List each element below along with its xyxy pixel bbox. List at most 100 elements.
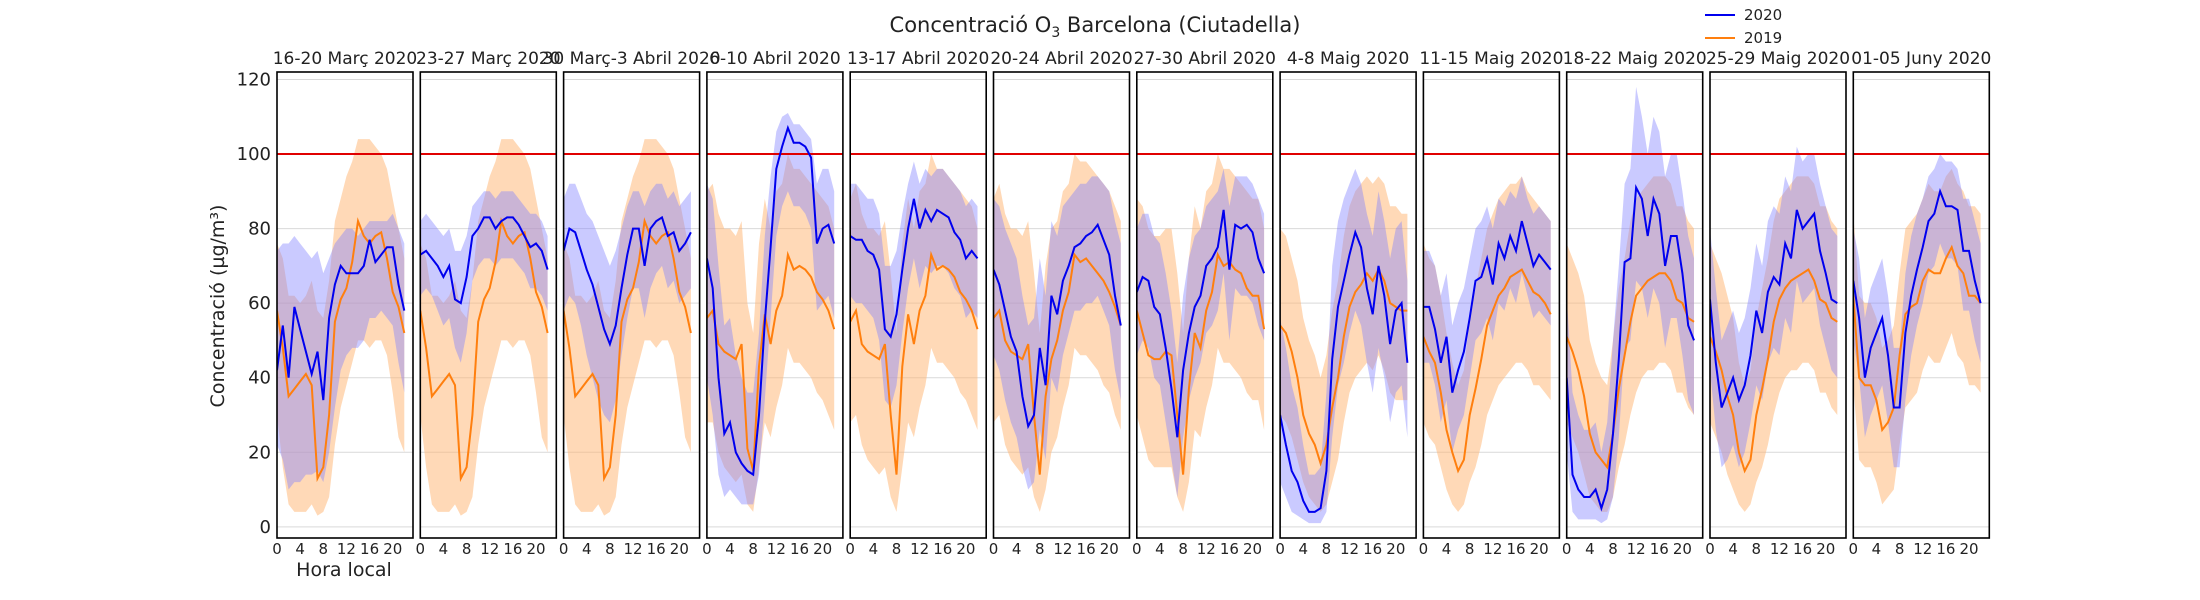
x-tick-label: 20: [383, 540, 402, 558]
x-tick-label: 4: [1585, 540, 1595, 558]
x-tick-label: 8: [892, 540, 902, 558]
x-tick-label: 12: [1053, 540, 1072, 558]
panel-title: 23-27 Març 2020: [416, 49, 561, 69]
panel-frame: [419, 71, 558, 539]
band-2019: [563, 139, 691, 516]
series-2019-line: [563, 217, 692, 483]
x-tick-label: 20: [1816, 540, 1835, 558]
x-tick-label: 4: [439, 540, 449, 558]
x-tick-label: 20: [526, 540, 545, 558]
x-tick-label: 16: [647, 540, 666, 558]
series-2020-line: [1136, 209, 1266, 438]
panel-title: 6-10 Abril 2020: [709, 49, 841, 69]
x-tick-label: 16: [1506, 540, 1525, 558]
x-tick-label: 20: [1100, 540, 1119, 558]
band-2019: [1566, 176, 1694, 512]
x-tick-label: 16: [1077, 540, 1096, 558]
panel-frame: [706, 71, 844, 539]
panel-frame: [1709, 71, 1847, 539]
panel-title: 16-20 Març 2020: [273, 49, 418, 69]
x-tick-label: 4: [869, 540, 879, 558]
series-2019-line: [993, 252, 1122, 475]
x-tick-label: 0: [416, 540, 426, 558]
panel-frame: [1852, 71, 1991, 539]
series-2020-line: [563, 215, 692, 348]
x-tick-label: 16: [1363, 540, 1382, 558]
series-2019-line: [1423, 268, 1552, 474]
x-axis-label: Hora local: [296, 559, 392, 581]
band-2020: [1853, 154, 1981, 468]
y-tick-label: 60: [248, 293, 271, 314]
series-2019-line: [706, 250, 836, 472]
x-tick-label: 8: [1895, 540, 1905, 558]
series-2020-line: [1423, 220, 1552, 393]
x-tick-label: 4: [582, 540, 592, 558]
series-2020-line: [993, 222, 1122, 430]
x-tick-label: 20: [670, 540, 689, 558]
x-tick-label: 0: [1562, 540, 1572, 558]
x-tick-label: 4: [725, 540, 735, 558]
series-2019-line: [277, 217, 406, 483]
series-2019-line: [1280, 267, 1408, 467]
panel-title: 4-8 Maig 2020: [1287, 49, 1409, 69]
x-tick-label: 12: [1483, 540, 1502, 558]
x-tick-label: 0: [272, 540, 282, 558]
x-tick-label: 16: [1220, 540, 1239, 558]
series-2019-line: [1566, 272, 1695, 470]
panel-5: 20-24 Abril 2020 0 4 8 12 16 20: [989, 49, 1133, 558]
panel-frame: [562, 71, 701, 539]
y-tick-label: 40: [248, 368, 271, 389]
series-2019-line: [1853, 244, 1982, 433]
y-tick-label: 0: [260, 517, 271, 538]
band-2019: [1710, 176, 1838, 512]
x-tick-label: 16: [1650, 540, 1669, 558]
band-2019: [850, 154, 978, 512]
x-tick-label: 8: [748, 540, 758, 558]
band-2019: [993, 154, 1121, 512]
x-tick-label: 16: [1936, 540, 1955, 558]
x-tick-label: 0: [1132, 540, 1142, 558]
x-tick-label: 20: [1530, 540, 1549, 558]
band-2019: [1423, 176, 1551, 512]
x-tick-label: 12: [1770, 540, 1789, 558]
x-tick-label: 12: [480, 540, 499, 558]
x-tick-label: 8: [462, 540, 472, 558]
series-2020-line: [1280, 229, 1409, 513]
panel-frame: [992, 71, 1131, 539]
x-tick-label: 8: [1752, 540, 1762, 558]
series-2019-line: [1136, 251, 1266, 475]
panel-frame: [1279, 71, 1417, 539]
x-tick-label: 12: [337, 540, 356, 558]
panel-title: 20-24 Abril 2020: [990, 49, 1132, 69]
x-tick-label: 16: [503, 540, 522, 558]
panel-6: 27-30 Abril 2020 0 4 8 12 16 20: [1132, 49, 1276, 558]
x-tick-label: 20: [1673, 540, 1692, 558]
panel-7: 4-8 Maig 2020 0 4 8 12 16 20: [1275, 49, 1417, 558]
panel-4: 13-17 Abril 2020 0 4 8 12 16 20: [845, 49, 989, 558]
panel-1: 23-27 Març 2020 0 4 8 12 16 20: [416, 49, 561, 558]
x-tick-label: 20: [956, 540, 975, 558]
x-tick-label: 20: [1243, 540, 1262, 558]
panel-title: 01-05 Juny 2020: [1851, 49, 1991, 69]
x-tick-label: 8: [605, 540, 615, 558]
x-tick-label: 0: [702, 540, 712, 558]
x-tick-label: 20: [1386, 540, 1405, 558]
series-2019-line: [850, 250, 979, 475]
x-tick-label: 12: [1197, 540, 1216, 558]
x-tick-label: 0: [1419, 540, 1429, 558]
x-tick-label: 8: [1035, 540, 1045, 558]
x-tick-label: 8: [319, 540, 329, 558]
panel-8: 11-15 Maig 2020 0 4 8 12 16 20: [1419, 49, 1564, 558]
x-tick-label: 4: [295, 540, 305, 558]
series-2020-line: [420, 216, 549, 305]
panel-title: 18-22 Maig 2020: [1563, 49, 1707, 69]
x-tick-label: 16: [360, 540, 379, 558]
band-2020: [706, 113, 835, 505]
x-tick-label: 12: [910, 540, 929, 558]
x-tick-label: 0: [1849, 540, 1859, 558]
x-tick-label: 4: [1012, 540, 1022, 558]
x-tick-label: 16: [1793, 540, 1812, 558]
series-2019-line: [1710, 268, 1838, 474]
